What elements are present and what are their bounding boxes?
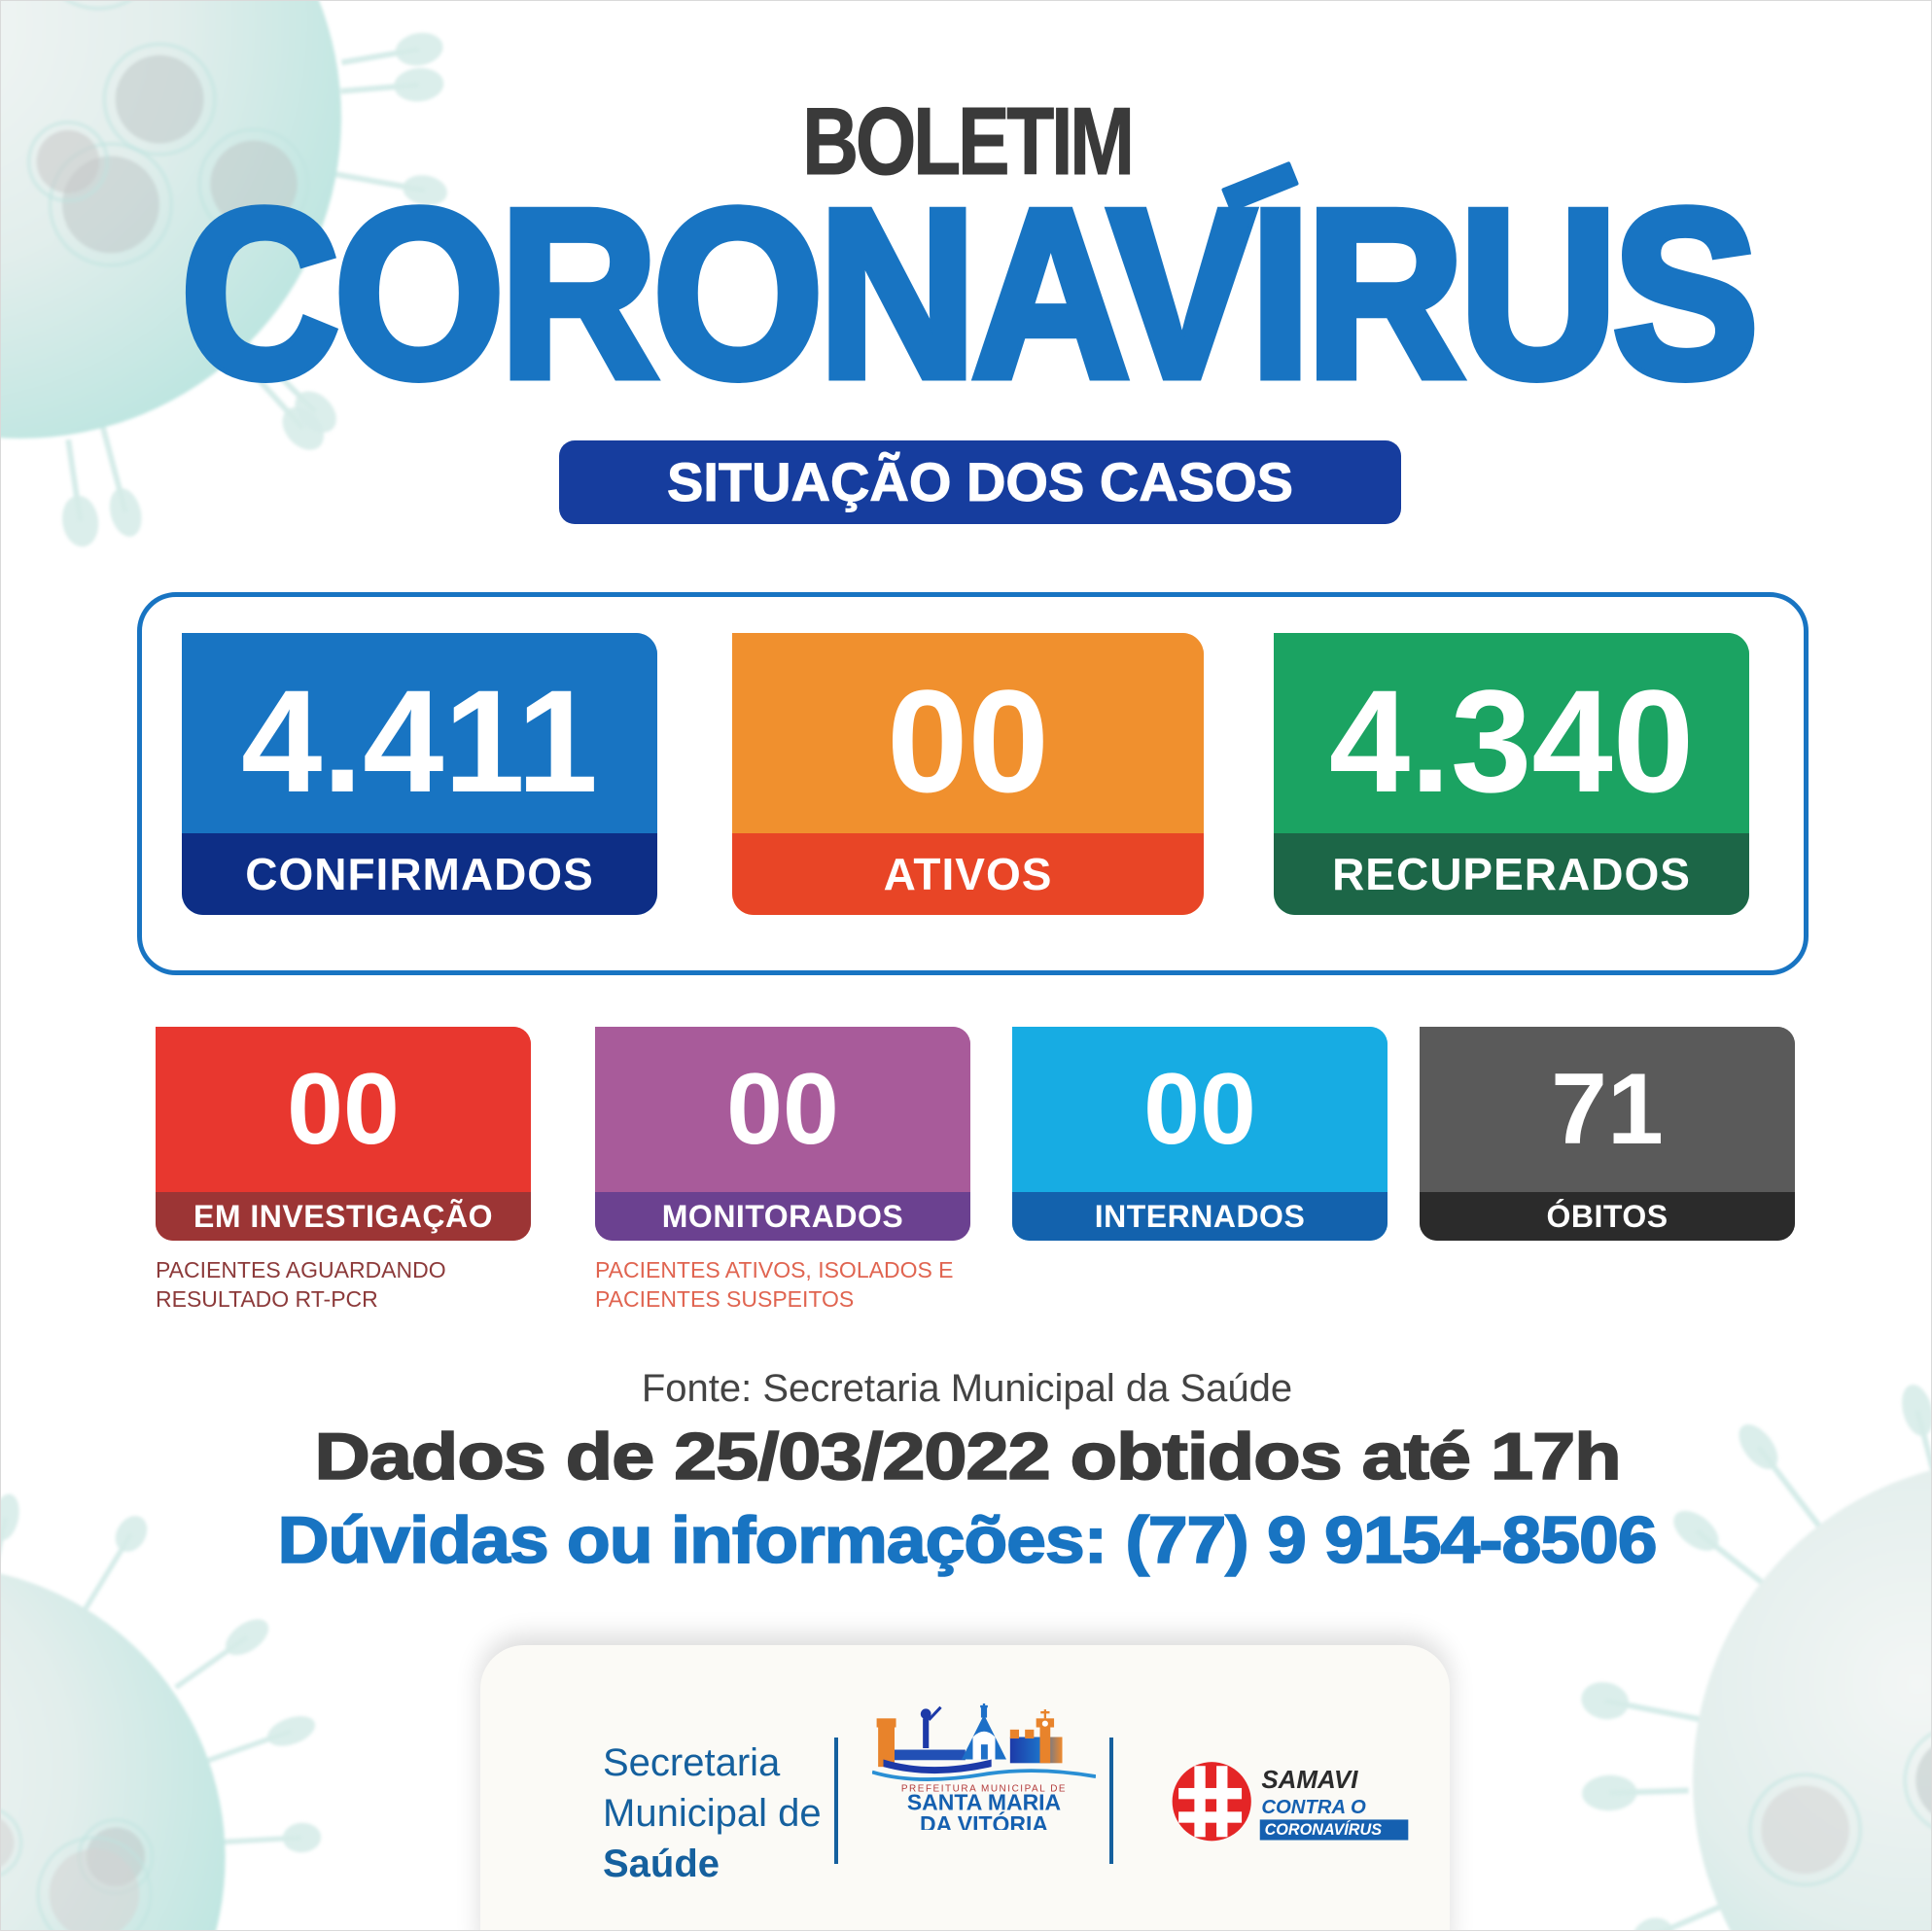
svg-text:CONTRA O: CONTRA O — [1261, 1797, 1366, 1818]
svg-text:SAMAVI: SAMAVI — [1261, 1765, 1358, 1794]
svg-text:DA VITÓRIA: DA VITÓRIA — [920, 1810, 1048, 1830]
svg-text:CORONAVÍRUS: CORONAVÍRUS — [1265, 1820, 1383, 1839]
